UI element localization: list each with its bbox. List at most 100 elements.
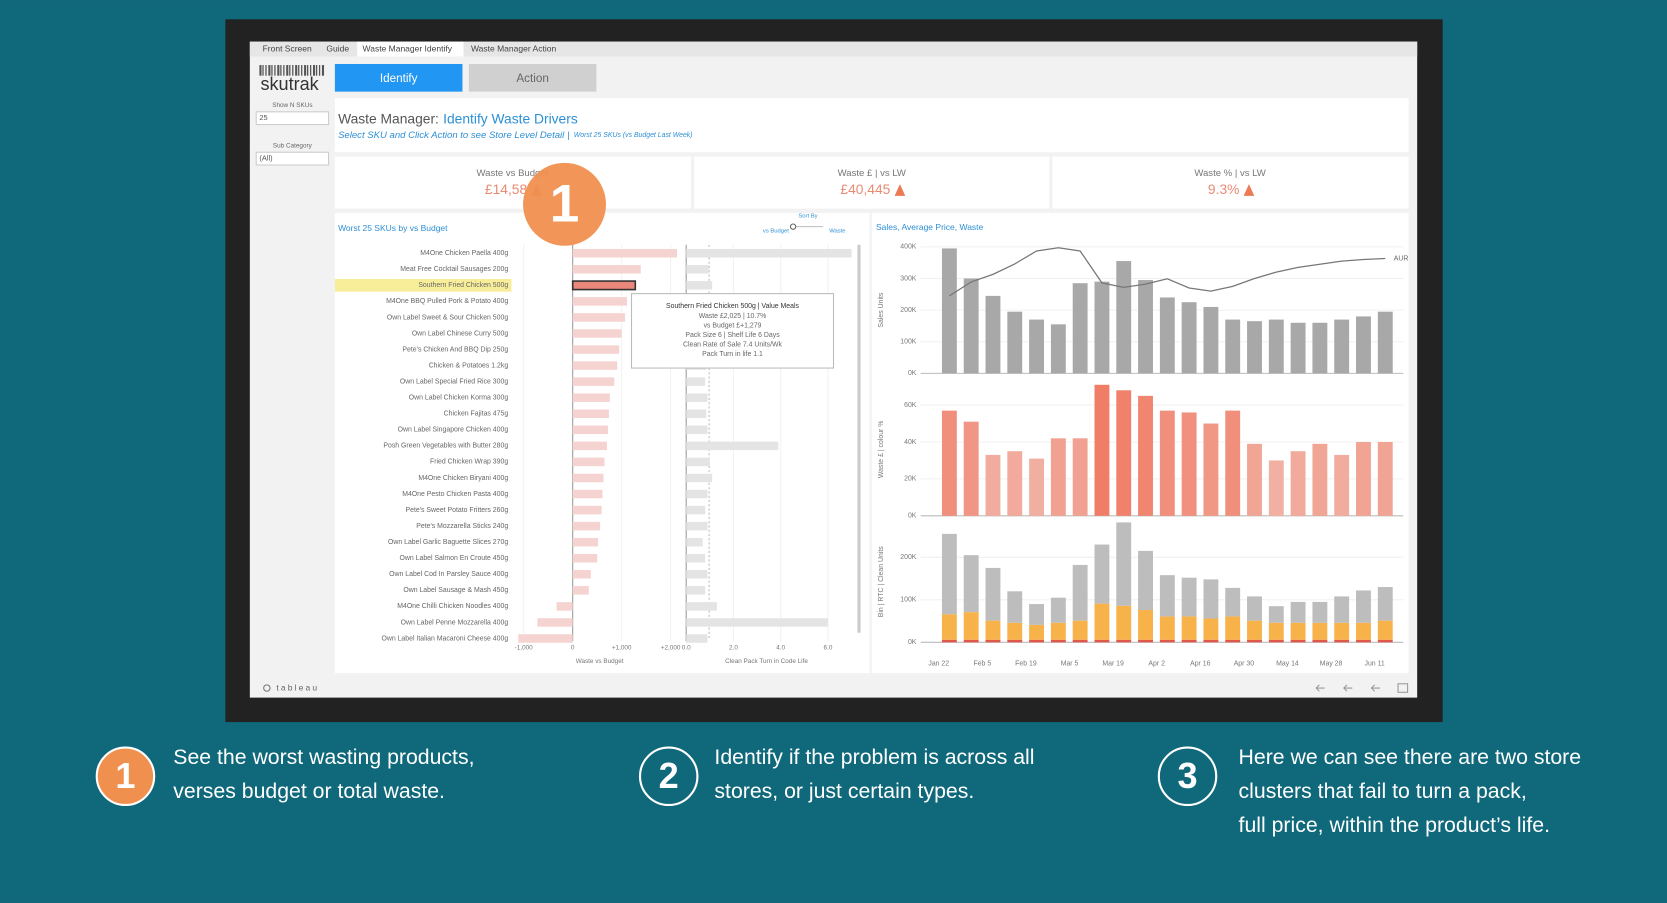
bar[interactable] [1268, 639, 1284, 643]
bar[interactable] [572, 345, 620, 354]
bar[interactable] [686, 281, 713, 290]
bar[interactable] [1225, 616, 1241, 640]
bar[interactable] [1356, 316, 1371, 374]
bar[interactable] [1334, 622, 1350, 640]
sku-label[interactable]: Own Label Italian Macaroni Cheese 400g [381, 635, 508, 642]
bar[interactable] [572, 409, 609, 419]
bar[interactable] [1116, 522, 1132, 606]
bar[interactable] [1138, 639, 1153, 643]
sku-label[interactable]: Pete's Sweet Potato Fritters 260g [406, 507, 509, 514]
bar[interactable] [1377, 620, 1393, 640]
bar[interactable] [1094, 384, 1110, 516]
bar[interactable] [572, 425, 608, 435]
bar[interactable] [1377, 587, 1393, 621]
bar[interactable] [941, 614, 957, 640]
bar[interactable] [686, 586, 706, 595]
tab[interactable]: Guide [326, 43, 349, 53]
bar[interactable] [572, 265, 641, 274]
bar[interactable] [1247, 596, 1262, 621]
bar[interactable] [1159, 575, 1175, 617]
bar[interactable] [963, 278, 979, 374]
sku-label[interactable]: M4One BBQ Pulled Pork & Potato 400g [386, 298, 508, 305]
sku-label[interactable]: M4One Chilli Chicken Noodles 400g [397, 603, 508, 610]
bar[interactable] [686, 377, 706, 386]
bar[interactable] [686, 602, 717, 611]
bar[interactable] [1116, 605, 1132, 640]
filter-input[interactable] [255, 151, 330, 166]
bar[interactable] [1377, 639, 1393, 643]
bar[interactable] [686, 473, 713, 483]
bar[interactable] [1029, 639, 1045, 643]
bar[interactable] [941, 410, 957, 516]
bar[interactable] [686, 521, 708, 531]
bar[interactable] [572, 505, 602, 515]
bar[interactable] [686, 425, 708, 435]
bar[interactable] [1290, 322, 1306, 374]
bar[interactable] [963, 421, 979, 516]
bar[interactable] [1072, 564, 1088, 621]
bar[interactable] [1159, 616, 1175, 640]
bar[interactable] [941, 533, 957, 615]
bar[interactable] [1203, 579, 1219, 619]
bar[interactable] [1072, 283, 1088, 374]
bar[interactable] [985, 639, 1001, 643]
bar[interactable] [1334, 319, 1350, 374]
sku-label[interactable]: Own Label Salmon En Croute 450g [400, 555, 509, 562]
bar[interactable] [1181, 577, 1197, 617]
sku-label[interactable]: Own Label Singapore Chicken 400g [398, 427, 509, 434]
tab[interactable]: Front Screen [263, 43, 312, 53]
bar[interactable] [572, 377, 615, 386]
bar[interactable] [1268, 319, 1284, 374]
bar[interactable] [1356, 590, 1371, 623]
button[interactable] [334, 63, 463, 92]
bar[interactable] [686, 248, 852, 258]
bar[interactable] [1050, 639, 1066, 643]
bar[interactable] [1072, 438, 1088, 516]
sku-label[interactable]: Own Label Chicken Korma 300g [409, 395, 509, 402]
button-label[interactable]: Action [516, 72, 548, 85]
sort-option[interactable]: Waste [829, 228, 845, 234]
bar[interactable] [1181, 302, 1197, 374]
tab[interactable]: Waste Manager Action [471, 43, 556, 53]
bar[interactable] [686, 393, 708, 402]
button[interactable] [468, 63, 597, 92]
sku-label[interactable]: M4One Chicken Biryani 400g [418, 475, 508, 482]
bar[interactable] [1159, 297, 1175, 374]
bar[interactable] [1138, 395, 1153, 516]
bar[interactable] [1247, 321, 1262, 374]
bar[interactable] [1334, 596, 1350, 623]
tab[interactable]: Waste Manager Identify [363, 43, 453, 53]
bar[interactable] [1007, 451, 1023, 516]
bar[interactable] [1050, 438, 1066, 516]
sku-label[interactable]: Own Label Sweet & Sour Chicken 500g [387, 314, 508, 321]
bar[interactable] [1247, 443, 1262, 516]
bar[interactable] [1203, 639, 1219, 643]
bar[interactable] [1116, 261, 1132, 374]
bar[interactable] [1268, 622, 1284, 640]
bar[interactable] [1181, 616, 1197, 640]
sku-label[interactable]: Posh Green Vegetables with Butter 280g [383, 443, 508, 450]
bar[interactable] [1181, 412, 1197, 516]
nav-icon[interactable] [1315, 684, 1325, 692]
bar[interactable] [572, 313, 626, 322]
bar[interactable] [572, 393, 610, 402]
bar[interactable] [1159, 639, 1175, 643]
bar[interactable] [572, 473, 604, 483]
bar[interactable] [1050, 324, 1066, 374]
bar[interactable] [1181, 639, 1197, 643]
bar[interactable] [1290, 622, 1306, 640]
bar[interactable] [1312, 322, 1328, 374]
bar[interactable] [686, 537, 703, 547]
sku-label[interactable]: M4One Pesto Chicken Pasta 400g [402, 491, 508, 498]
bar[interactable] [537, 618, 573, 627]
bar[interactable] [1203, 306, 1219, 374]
bar[interactable] [1334, 639, 1350, 643]
bar[interactable] [1138, 280, 1153, 374]
bar[interactable] [941, 639, 957, 643]
sku-label[interactable]: Southern Fried Chicken 500g [418, 282, 508, 289]
bar[interactable] [686, 457, 710, 467]
bar[interactable] [572, 361, 618, 370]
bar[interactable] [1290, 451, 1306, 516]
bar[interactable] [985, 620, 1001, 640]
fullscreen-icon[interactable] [1397, 683, 1409, 693]
